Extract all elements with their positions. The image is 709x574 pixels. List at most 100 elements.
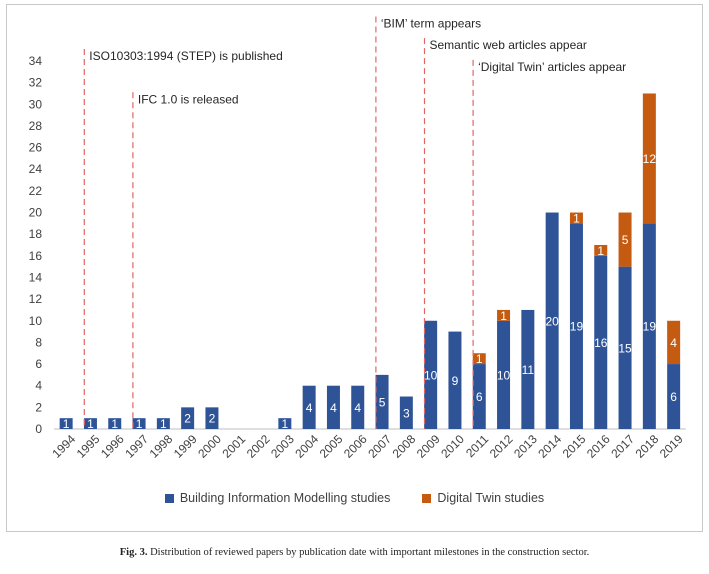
legend-swatch-digital-twin xyxy=(422,493,432,503)
y-tick-label: 34 xyxy=(29,54,43,68)
milestone-label: ‘BIM’ term appears xyxy=(381,17,481,31)
bar-bim xyxy=(132,418,146,429)
data-label-bim: 6 xyxy=(670,390,677,404)
y-tick-label: 4 xyxy=(35,379,42,393)
data-label-bim: 10 xyxy=(497,368,511,382)
legend-item-bim: Building Information Modelling studies xyxy=(164,491,391,505)
bar-digital-twin xyxy=(642,93,656,224)
bar-bim xyxy=(351,385,365,429)
milestone-label: IFC 1.0 is released xyxy=(138,92,239,106)
data-label-digital-twin: 1 xyxy=(597,244,604,258)
x-tick-label: 2012 xyxy=(487,432,516,461)
data-label-bim: 19 xyxy=(643,320,657,334)
data-label-digital-twin: 1 xyxy=(500,309,507,323)
x-tick-label: 2016 xyxy=(584,432,613,461)
data-label-digital-twin: 5 xyxy=(622,233,629,247)
bar-bim xyxy=(497,320,511,429)
bar-bim xyxy=(326,385,340,429)
bar-digital-twin xyxy=(618,212,632,267)
data-label-bim: 10 xyxy=(424,368,438,382)
data-label-bim: 20 xyxy=(545,314,559,328)
bar-bim xyxy=(545,212,559,429)
x-tick-label: 1996 xyxy=(98,432,127,461)
bar-digital-twin xyxy=(569,212,583,224)
y-tick-label: 0 xyxy=(35,422,42,436)
legend-swatch-bim xyxy=(164,493,174,503)
legend-label-bim: Building Information Modelling studies xyxy=(179,491,391,505)
bar-bim xyxy=(302,385,316,429)
milestone-label: ‘Digital Twin’ articles appear xyxy=(478,60,626,74)
x-tick-label: 2006 xyxy=(341,432,370,461)
y-tick-label: 22 xyxy=(29,184,43,198)
y-tick-label: 24 xyxy=(29,162,43,176)
x-tick-label: 2001 xyxy=(219,432,248,461)
x-tick-label: 2019 xyxy=(657,432,686,461)
x-tick-label: 2009 xyxy=(414,432,443,461)
legend: Building Information Modelling studies D… xyxy=(0,491,709,505)
figure-frame xyxy=(6,4,703,532)
y-tick-label: 28 xyxy=(29,119,43,133)
bar-bim xyxy=(472,364,486,429)
data-label-bim: 9 xyxy=(452,374,459,388)
x-tick-label: 2004 xyxy=(292,432,321,461)
legend-label-digital-twin: Digital Twin studies xyxy=(437,491,545,505)
bar-bim xyxy=(667,364,681,429)
data-label-bim: 15 xyxy=(618,341,632,355)
data-label-digital-twin: 4 xyxy=(670,336,677,350)
y-tick-label: 2 xyxy=(35,400,42,414)
x-tick-label: 2013 xyxy=(511,432,540,461)
x-tick-label: 2003 xyxy=(268,432,297,461)
data-label-bim: 16 xyxy=(594,336,608,350)
data-label-bim: 1 xyxy=(282,417,289,431)
bar-bim xyxy=(642,223,656,429)
x-tick-label: 2005 xyxy=(317,432,346,461)
data-label-digital-twin: 1 xyxy=(476,352,483,366)
data-label-bim: 19 xyxy=(570,320,584,334)
bar-digital-twin xyxy=(497,309,511,321)
x-tick-label: 2002 xyxy=(244,432,273,461)
bar-bim xyxy=(594,255,608,429)
y-tick-label: 20 xyxy=(29,206,43,220)
bar-bim xyxy=(618,266,632,429)
x-tick-label: 2015 xyxy=(560,432,589,461)
x-tick-label: 1998 xyxy=(147,432,176,461)
bar-bim xyxy=(156,418,170,429)
bar-digital-twin xyxy=(594,245,608,256)
bar-bim xyxy=(278,418,292,429)
bar-bim xyxy=(83,418,97,429)
bar-bim xyxy=(521,309,535,429)
x-tick-label: 1999 xyxy=(171,432,200,461)
y-tick-label: 30 xyxy=(29,97,43,111)
data-label-bim: 2 xyxy=(184,412,191,426)
bar-bim xyxy=(424,320,438,429)
y-tick-label: 32 xyxy=(29,76,43,90)
data-label-bim: 1 xyxy=(111,417,118,431)
caption-text: Distribution of reviewed papers by publi… xyxy=(150,547,590,558)
x-tick-label: 2008 xyxy=(390,432,419,461)
data-label-bim: 4 xyxy=(330,401,337,415)
bar-bim xyxy=(59,418,73,429)
data-label-bim: 1 xyxy=(160,417,167,431)
data-label-digital-twin: 1 xyxy=(573,211,580,225)
milestone-label: ISO10303:1994 (STEP) is published xyxy=(89,49,282,63)
data-label-bim: 4 xyxy=(354,401,361,415)
y-tick-label: 12 xyxy=(29,292,43,306)
bar-bim xyxy=(569,223,583,429)
x-tick-label: 2018 xyxy=(633,432,662,461)
data-label-bim: 5 xyxy=(379,395,386,409)
y-tick-label: 18 xyxy=(29,227,43,241)
x-tick-label: 1997 xyxy=(122,432,151,461)
y-tick-label: 26 xyxy=(29,141,43,155)
x-tick-label: 2011 xyxy=(463,432,491,460)
bar-digital-twin xyxy=(667,320,681,365)
data-label-bim: 2 xyxy=(209,412,216,426)
data-label-digital-twin: 12 xyxy=(643,152,657,166)
y-tick-label: 6 xyxy=(35,357,42,371)
data-label-bim: 1 xyxy=(63,417,70,431)
figure-caption: Fig. 3. Distribution of reviewed papers … xyxy=(0,547,709,558)
bar-bim xyxy=(205,407,219,429)
bar-bim xyxy=(108,418,122,429)
data-label-bim: 1 xyxy=(136,417,143,431)
x-tick-label: 2007 xyxy=(365,432,394,461)
